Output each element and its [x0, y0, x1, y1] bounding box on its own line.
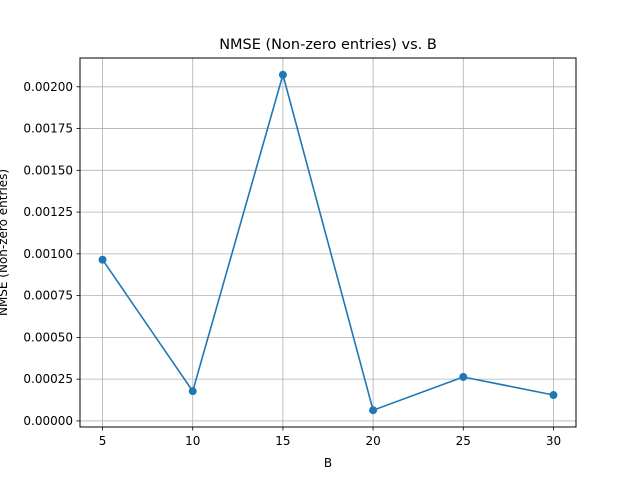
data-series [98, 70, 558, 415]
data-point [278, 70, 287, 79]
y-tick-label: 0.00175 [23, 122, 73, 136]
data-point [98, 255, 107, 264]
y-tick-label: 0.00200 [23, 80, 73, 94]
x-tick-label: 5 [99, 434, 107, 448]
x-tick-label: 20 [365, 434, 380, 448]
axes: 5 10 15 20 25 30 0.00000 0.00025 0.00050 0.00075 0… [23, 80, 561, 448]
chart-title: NMSE (Non-zero entries) vs. B [219, 37, 437, 53]
y-axis-label: NMSE (Non-zero entries) [0, 169, 10, 316]
x-axis-label: B [324, 456, 332, 470]
data-point [188, 387, 197, 396]
x-tick-label: 15 [275, 434, 290, 448]
data-point [549, 391, 558, 400]
y-tick-label: 0.00100 [23, 247, 73, 261]
x-tick-label: 25 [456, 434, 471, 448]
y-tick-label: 0.00000 [23, 414, 73, 428]
y-tick-label: 0.00050 [23, 330, 73, 344]
y-tick-label: 0.00075 [23, 289, 73, 303]
plot-area-frame [79, 57, 577, 428]
x-tick-label: 10 [185, 434, 200, 448]
y-tick-label: 0.00125 [23, 205, 73, 219]
y-tick-label: 0.00150 [23, 163, 73, 177]
y-tick-label: 0.00025 [23, 372, 73, 386]
series-line [101, 73, 554, 412]
data-point [459, 372, 468, 381]
x-tick-label: 30 [546, 434, 561, 448]
data-point [369, 406, 378, 415]
grid-lines [80, 58, 576, 427]
